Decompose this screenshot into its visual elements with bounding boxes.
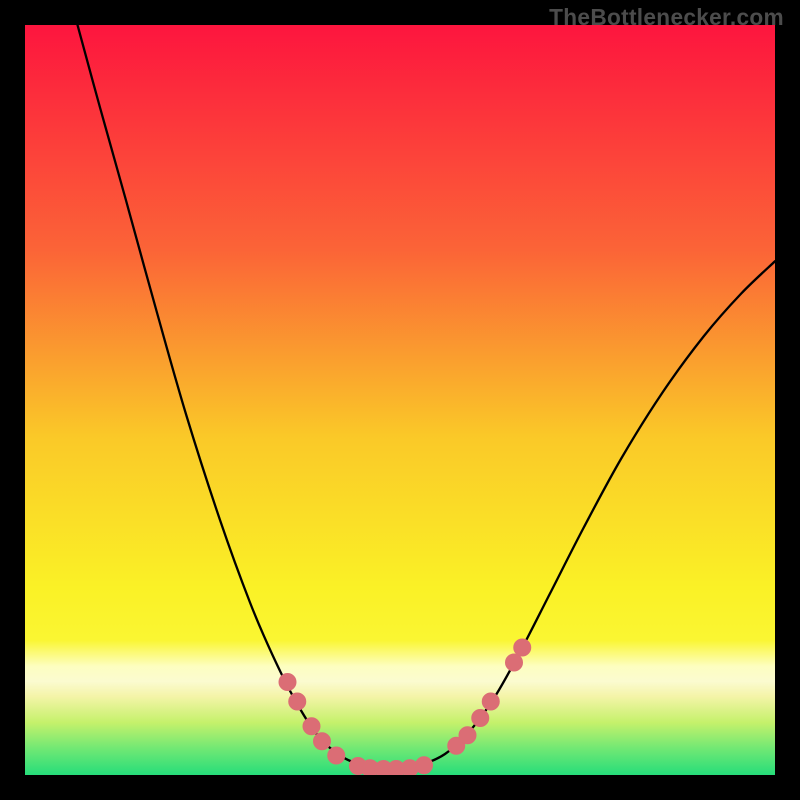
data-marker <box>279 674 296 691</box>
data-marker <box>459 727 476 744</box>
data-marker <box>314 733 331 750</box>
stage: TheBottlenecker.com <box>0 0 800 800</box>
data-marker <box>506 654 523 671</box>
data-marker <box>328 747 345 764</box>
data-marker <box>289 693 306 710</box>
data-marker <box>482 693 499 710</box>
data-marker <box>472 710 489 727</box>
data-marker <box>514 639 531 656</box>
watermark-text: TheBottlenecker.com <box>549 4 784 31</box>
data-marker <box>303 718 320 735</box>
chart-svg <box>0 0 800 800</box>
heatmap-gradient <box>25 25 775 775</box>
data-marker <box>416 757 433 774</box>
